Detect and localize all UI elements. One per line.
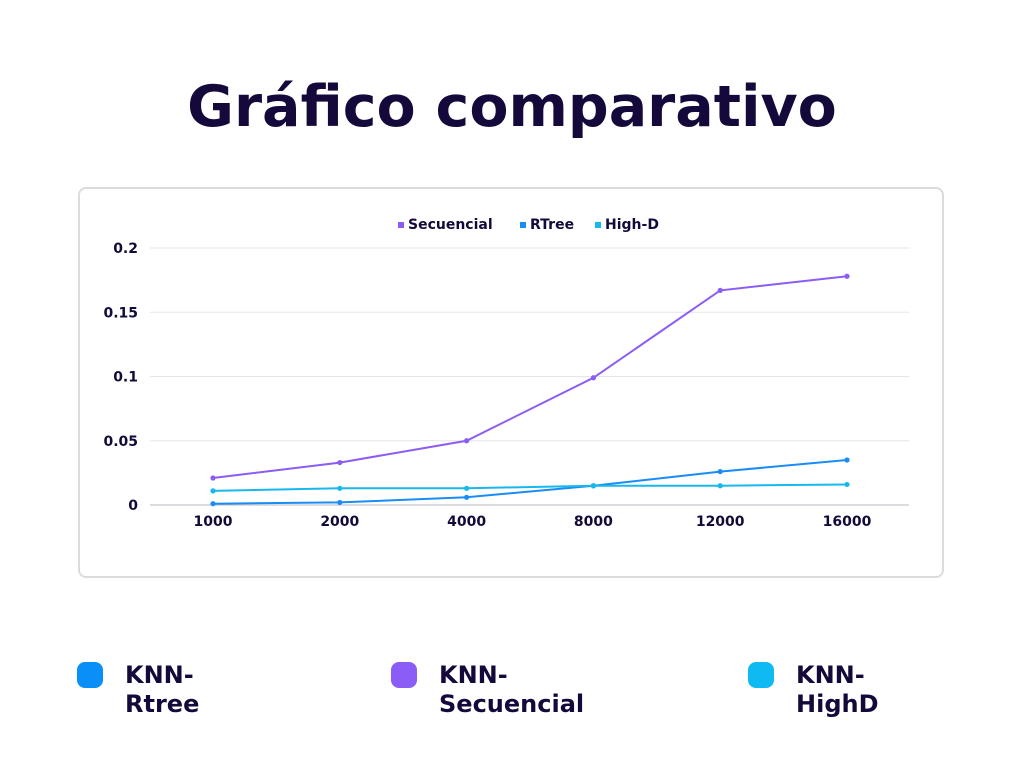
y-tick-label: 0.05 <box>103 434 138 450</box>
legend-swatch-rtree <box>77 662 103 688</box>
legend-label-highd: KNN- HighD <box>796 661 879 718</box>
data-point-high-d <box>210 488 216 494</box>
x-tick-label: 8000 <box>574 514 613 530</box>
y-tick-label: 0.15 <box>103 305 138 321</box>
legend-label-rtree: KNN- Rtree <box>125 661 200 718</box>
y-tick-label: 0.1 <box>113 370 138 386</box>
x-tick-label: 4000 <box>447 514 486 530</box>
legend-item-highd: KNN- HighD <box>748 661 879 719</box>
x-tick-label: 1000 <box>194 514 233 530</box>
data-point-high-d <box>590 483 596 489</box>
data-point-secuencial <box>590 375 596 381</box>
chart-card: 0 0.05 0.1 0.15 0.2 1000 2000 4000 8000 12000 1600… <box>78 187 944 578</box>
legend-swatch-highd <box>748 662 774 688</box>
data-point-high-d <box>337 485 343 491</box>
data-point-high-d <box>717 483 723 489</box>
data-point-rtree <box>210 501 216 507</box>
legend-marker-high-d <box>595 222 601 228</box>
data-point-secuencial <box>337 459 343 466</box>
data-point-secuencial <box>210 475 216 481</box>
legend-marker-rtree <box>520 222 526 228</box>
data-point-rtree <box>337 499 343 506</box>
data-point-secuencial <box>844 273 850 279</box>
data-point-rtree <box>717 468 723 475</box>
x-tick-label: 16000 <box>823 514 872 530</box>
data-point-high-d <box>464 485 470 491</box>
x-tick-label: 2000 <box>320 514 359 530</box>
y-tick-label: 0.2 <box>113 241 138 257</box>
data-point-secuencial <box>464 438 470 444</box>
legend-label-rtree: RTree <box>530 217 574 233</box>
series-line-secuencial <box>212 275 848 480</box>
legend-label-high-d: High-D <box>605 217 659 233</box>
legend-item-rtree: KNN- Rtree <box>77 661 199 719</box>
data-point-rtree <box>844 457 850 463</box>
legend-label-secuencial: KNN- Secuencial <box>439 661 585 718</box>
legend-swatch-secuencial <box>391 662 417 688</box>
y-tick-label: 0 <box>128 498 138 514</box>
legend-label-secuencial: Secuencial <box>408 217 493 233</box>
data-point-rtree <box>464 494 470 500</box>
data-point-secuencial <box>717 287 723 294</box>
series-line-high-d <box>212 483 848 492</box>
line-chart: 0 0.05 0.1 0.15 0.2 1000 2000 4000 8000 12000 1600… <box>103 217 909 530</box>
legend-item-secuencial: KNN- Secuencial <box>391 661 584 719</box>
legend-marker-secuencial <box>398 222 404 228</box>
x-tick-label: 12000 <box>696 514 745 530</box>
page-title: Gráfico comparativo <box>187 74 837 140</box>
data-point-high-d <box>844 481 850 488</box>
series-line-rtree <box>212 459 848 505</box>
